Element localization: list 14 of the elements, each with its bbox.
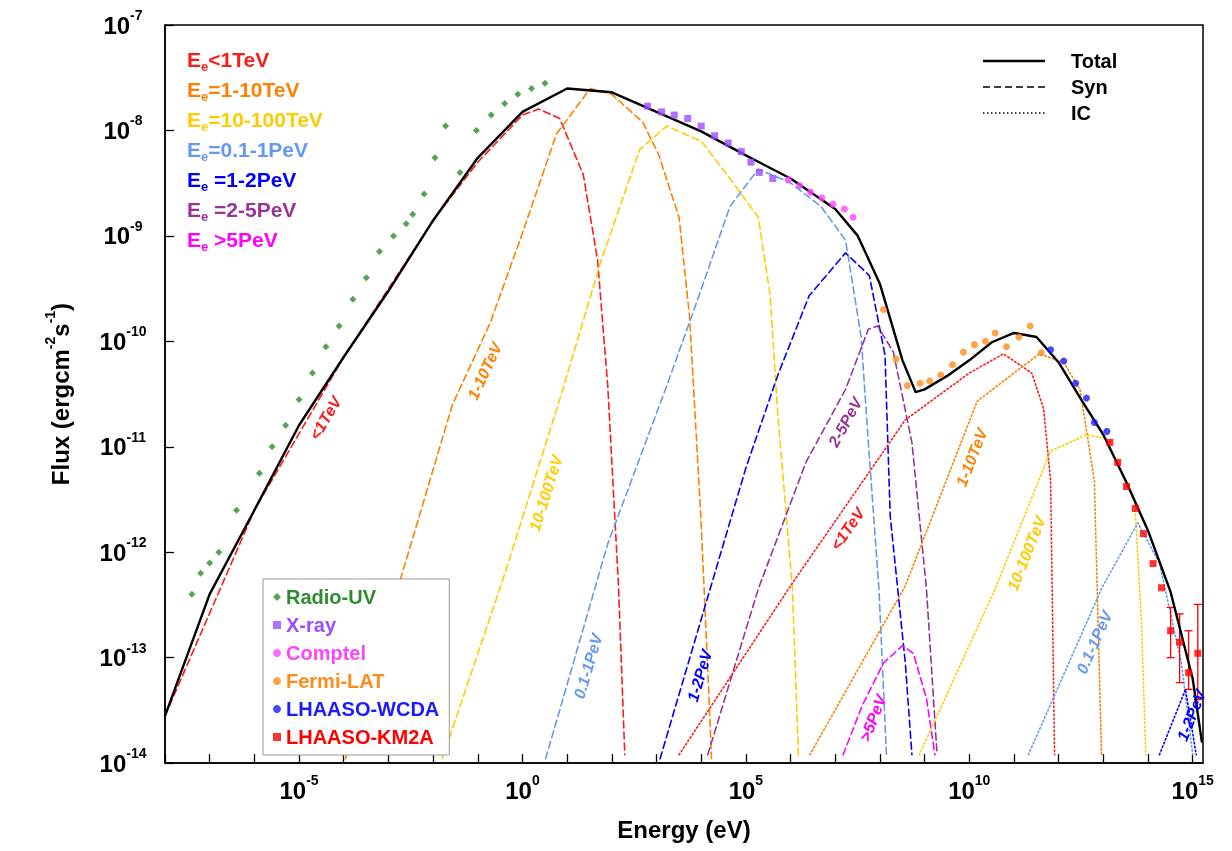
legend-label: Radio-UV bbox=[286, 586, 377, 608]
legend-label: LHAASO-WCDA bbox=[286, 698, 440, 720]
legend-label: LHAASO-KM2A bbox=[286, 726, 434, 748]
x-axis-title: Energy (eV) bbox=[617, 815, 751, 843]
legend-label: IC bbox=[1071, 102, 1091, 124]
legend-label: Comptel bbox=[286, 642, 366, 664]
legend-label: X-ray bbox=[286, 614, 337, 636]
y-axis-title: Flux (ergcm-2s-1) bbox=[42, 302, 74, 486]
annotation: >5PeV bbox=[856, 691, 891, 744]
annotation: 1-2PeV bbox=[683, 646, 716, 704]
annotation: 1-2PeV bbox=[1173, 686, 1210, 744]
legend-label: Fermi-LAT bbox=[286, 670, 385, 692]
legend-label: Total bbox=[1071, 50, 1118, 72]
legend-label: Syn bbox=[1071, 76, 1108, 98]
